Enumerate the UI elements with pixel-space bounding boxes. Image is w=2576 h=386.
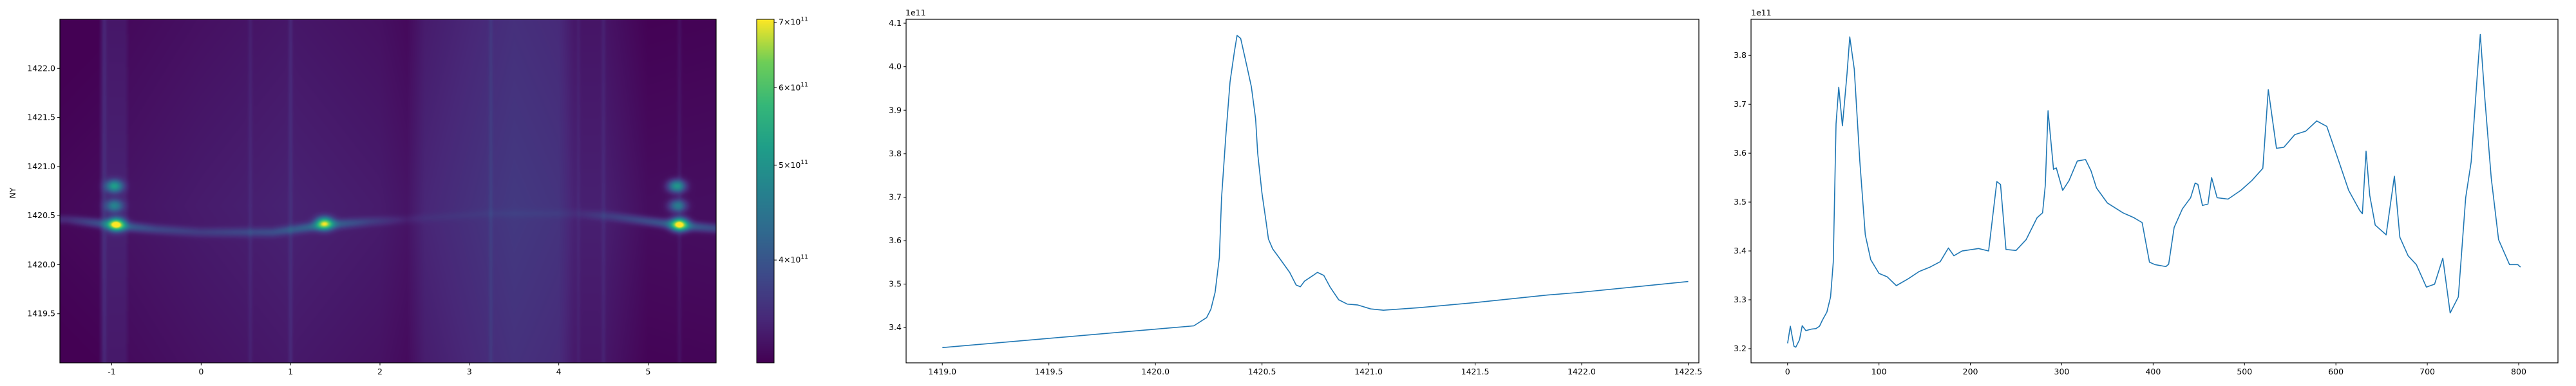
axes-frame-2 xyxy=(905,19,1700,363)
y-tick-label: 4.0 xyxy=(889,62,902,71)
panel3-offset-label: 1e11 xyxy=(1751,8,1772,17)
colorbar-exponent: 11 xyxy=(800,82,808,88)
series-line-3 xyxy=(1787,33,2521,348)
y-tick-label: 3.3 xyxy=(1734,295,1747,304)
axes-frame-1 xyxy=(59,19,717,363)
y-tick-label: 3.2 xyxy=(1734,344,1747,353)
x-tick-label: 1419.5 xyxy=(1035,367,1063,376)
colorbar-exponent: 11 xyxy=(800,17,808,23)
colorbar-mantissa: 6×10 xyxy=(779,82,800,92)
x-tick-label: 1420.5 xyxy=(1248,367,1276,376)
x-tick-label: 1422.0 xyxy=(1567,367,1596,376)
x-tick-label: 100 xyxy=(1871,367,1887,376)
colorbar-gradient xyxy=(757,19,774,363)
y-tick-label: 3.6 xyxy=(889,235,902,245)
colorbar-mantissa: 7×10 xyxy=(779,17,800,27)
x-tick-label: 1422.5 xyxy=(1674,367,1703,376)
x-tick-label: 400 xyxy=(2145,367,2161,376)
x-tick-label: 2 xyxy=(377,367,383,376)
heatmap-ylabel: NY xyxy=(8,187,17,198)
series-line-2 xyxy=(942,35,1689,349)
colorbar-tick-label: 7×1011 xyxy=(779,17,808,27)
x-tick-label: 700 xyxy=(2420,367,2435,376)
y-tick-label: 3.5 xyxy=(1734,197,1747,207)
x-tick-label: 300 xyxy=(2054,367,2070,376)
x-tick-label: 4 xyxy=(556,367,562,376)
colorbar-tick-label: 5×1011 xyxy=(779,160,808,170)
y-tick-label: 1420.5 xyxy=(27,210,55,220)
colorbar-tick-label: 4×1011 xyxy=(779,254,808,264)
heatmap-image xyxy=(60,19,716,363)
y-tick-label: 3.8 xyxy=(889,149,902,158)
y-tick-label: 3.7 xyxy=(1734,99,1747,109)
colorbar-mantissa: 5×10 xyxy=(779,160,800,170)
y-tick-label: 3.4 xyxy=(889,322,902,332)
y-tick-label: 3.6 xyxy=(1734,148,1747,158)
y-tick-label: 1422.0 xyxy=(27,63,55,73)
x-tick-label: 0 xyxy=(1785,367,1790,376)
x-tick-label: 800 xyxy=(2511,367,2526,376)
y-tick-label: 3.4 xyxy=(1734,246,1747,255)
x-tick-label: 500 xyxy=(2237,367,2252,376)
x-tick-label: 200 xyxy=(1963,367,1978,376)
colorbar-exponent: 11 xyxy=(800,254,808,261)
x-tick-label: 1420.0 xyxy=(1141,367,1170,376)
y-tick-label: 1419.5 xyxy=(27,309,55,318)
colorbar-mantissa: 4×10 xyxy=(779,255,800,264)
colorbar-tick-label: 6×1011 xyxy=(779,82,808,92)
x-tick-label: 3 xyxy=(467,367,472,376)
x-tick-label: 0 xyxy=(198,367,204,376)
y-tick-label: 3.7 xyxy=(889,192,902,201)
x-tick-label: 1421.5 xyxy=(1461,367,1490,376)
y-tick-label: 3.8 xyxy=(1734,50,1747,60)
y-tick-label: 3.5 xyxy=(889,279,902,289)
colorbar-exponent: 11 xyxy=(800,160,808,166)
y-tick-label: 3.9 xyxy=(889,105,902,115)
y-tick-label: 1421.0 xyxy=(27,161,55,171)
x-tick-label: 600 xyxy=(2328,367,2344,376)
x-tick-label: 1421.0 xyxy=(1354,367,1383,376)
axes-frame-3 xyxy=(1750,19,2559,363)
x-tick-label: -1 xyxy=(108,367,115,376)
x-tick-label: 1419.0 xyxy=(928,367,956,376)
y-tick-label: 4.1 xyxy=(889,18,902,28)
panel2-offset-label: 1e11 xyxy=(905,8,926,17)
x-tick-label: 5 xyxy=(646,367,651,376)
y-tick-label: 1420.0 xyxy=(27,259,55,269)
y-tick-label: 1421.5 xyxy=(27,113,55,122)
x-tick-label: 1 xyxy=(288,367,293,376)
colorbar-frame xyxy=(756,19,775,363)
